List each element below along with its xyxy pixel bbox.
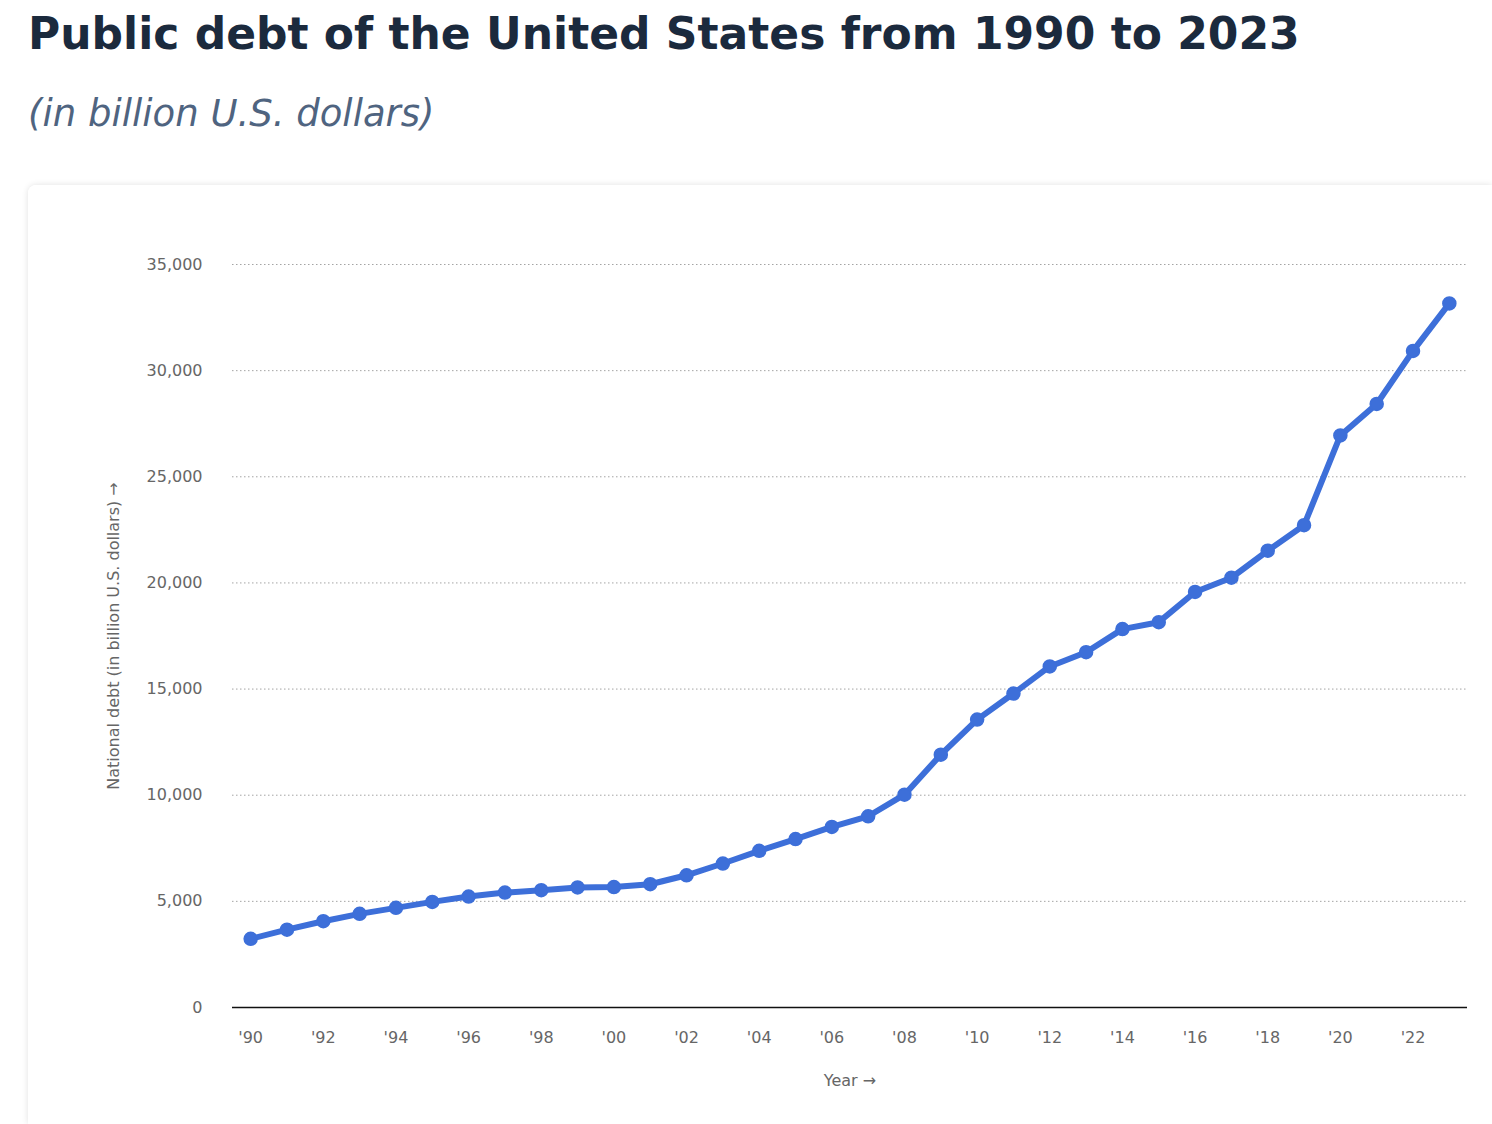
svg-text:'08: '08 xyxy=(892,1028,917,1047)
svg-text:'04: '04 xyxy=(747,1028,772,1047)
html-text:(in billion U.S. dollars): (in billion U.S. dollars) xyxy=(28,92,435,135)
svg-text:'16: '16 xyxy=(1183,1028,1208,1047)
svg-text:National debt (in billion U.S.: National debt (in billion U.S. dollars) … xyxy=(104,482,123,790)
svg-text:'06: '06 xyxy=(819,1028,844,1047)
svg-text:20,000: 20,000 xyxy=(147,573,203,592)
svg-text:30,000: 30,000 xyxy=(147,361,203,380)
svg-text:'90: '90 xyxy=(238,1028,263,1047)
svg-text:'00: '00 xyxy=(602,1028,627,1047)
svg-text:25,000: 25,000 xyxy=(147,467,203,486)
svg-text:0: 0 xyxy=(192,998,202,1017)
svg-text:15,000: 15,000 xyxy=(147,679,203,698)
svg-text:Year →: Year → xyxy=(823,1071,876,1090)
svg-text:'02: '02 xyxy=(674,1028,699,1047)
svg-text:10,000: 10,000 xyxy=(147,785,203,804)
svg-text:'94: '94 xyxy=(384,1028,409,1047)
svg-text:'96: '96 xyxy=(456,1028,481,1047)
svg-text:'10: '10 xyxy=(965,1028,990,1047)
svg-text:'14: '14 xyxy=(1110,1028,1135,1047)
html-text:Public debt of the United Stat: Public debt of the United States from 19… xyxy=(28,8,1300,59)
svg-text:5,000: 5,000 xyxy=(157,891,203,910)
svg-text:'22: '22 xyxy=(1401,1028,1426,1047)
svg-text:'92: '92 xyxy=(311,1028,336,1047)
svg-text:'98: '98 xyxy=(529,1028,554,1047)
svg-text:'20: '20 xyxy=(1328,1028,1353,1047)
svg-text:'18: '18 xyxy=(1255,1028,1280,1047)
svg-text:'12: '12 xyxy=(1037,1028,1062,1047)
svg-text:35,000: 35,000 xyxy=(147,255,203,274)
